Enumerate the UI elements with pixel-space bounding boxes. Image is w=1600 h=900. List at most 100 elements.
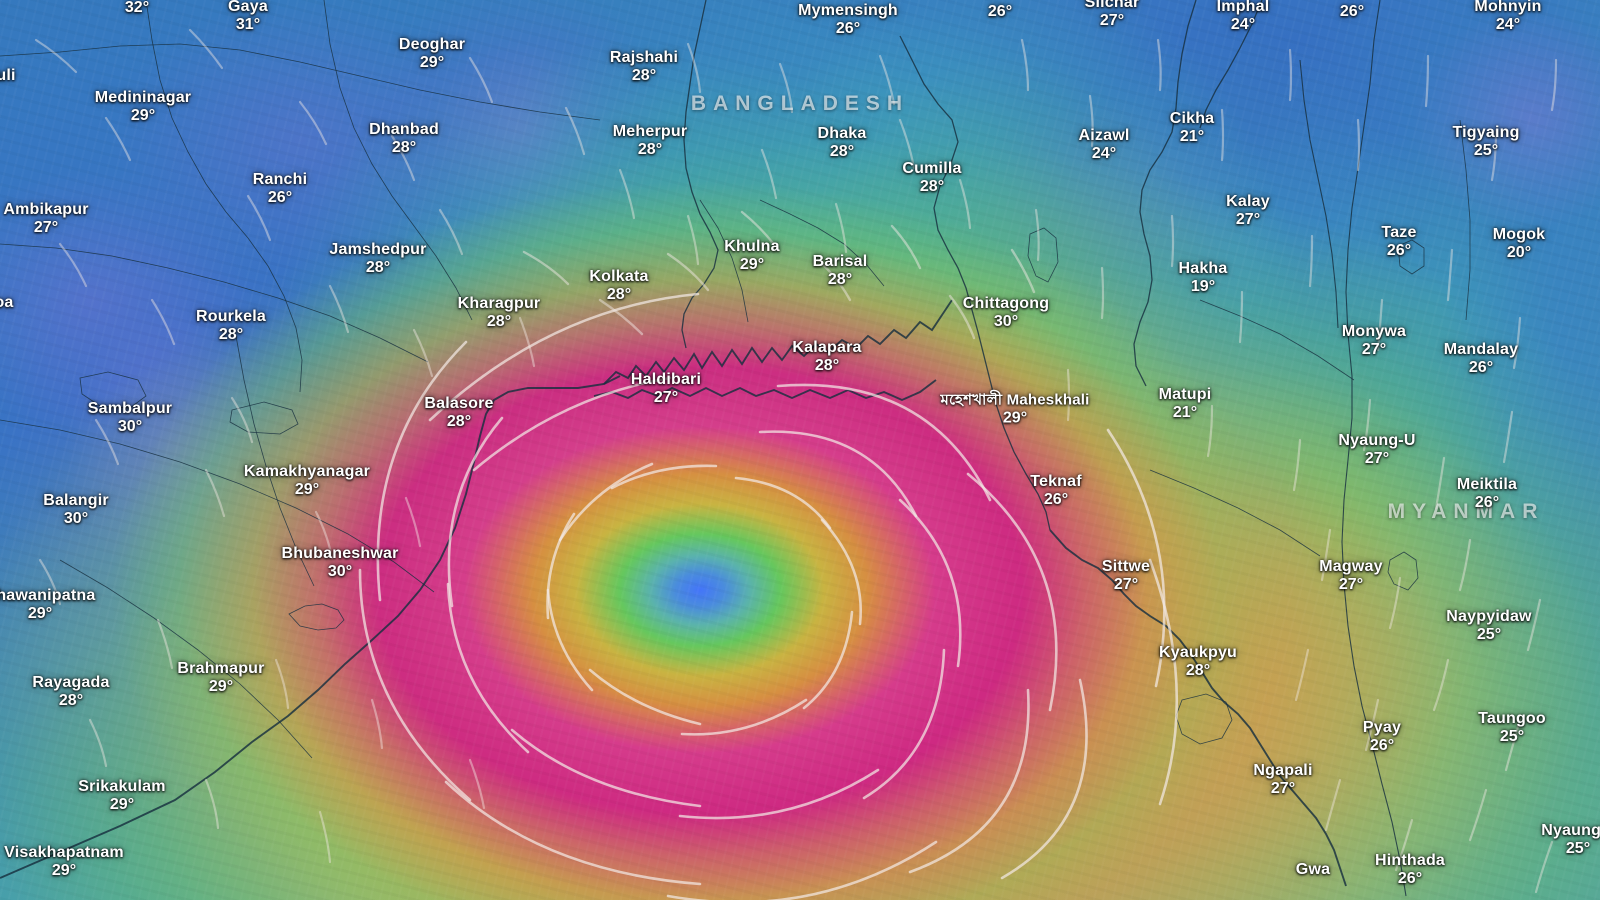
city-temperature: 25° bbox=[1565, 840, 1591, 857]
city-label-magway[interactable]: Magway 27° bbox=[1319, 558, 1382, 594]
city-label-homalin[interactable]: 26° bbox=[1340, 3, 1364, 21]
city-name: Nyaung-U bbox=[1338, 432, 1416, 450]
city-label-pyay[interactable]: Pyay 26° bbox=[1363, 719, 1401, 755]
city-name: Chittagong bbox=[962, 295, 1050, 313]
city-temperature: 29° bbox=[130, 107, 156, 124]
city-label-hinthada[interactable]: Hinthada 26° bbox=[1375, 852, 1445, 888]
city-label-mandalay[interactable]: Mandalay 26° bbox=[1444, 341, 1519, 377]
city-label-rourkela[interactable]: Rourkela 28° bbox=[196, 308, 266, 344]
city-label-rajshahi[interactable]: Rajshahi 28° bbox=[610, 49, 678, 85]
city-label-sylhet[interactable]: 26° bbox=[988, 3, 1012, 21]
city-temperature: 27° bbox=[653, 389, 679, 406]
city-name: Jamshedpur bbox=[329, 241, 427, 259]
city-temperature: 29° bbox=[208, 678, 234, 695]
city-label-goa-clip[interactable]: oa bbox=[0, 294, 14, 312]
city-temperature: 28° bbox=[486, 313, 512, 330]
city-label-hakha[interactable]: Hakha 19° bbox=[1178, 260, 1227, 296]
city-label-kolkata[interactable]: Kolkata 28° bbox=[589, 268, 648, 304]
city-temperature: 26° bbox=[835, 20, 861, 37]
city-temperature: 26° bbox=[987, 3, 1013, 21]
city-label-jamshedpur[interactable]: Jamshedpur 28° bbox=[329, 241, 426, 277]
city-label-mohnyin[interactable]: Mohnyin 24° bbox=[1474, 0, 1541, 34]
city-label-kharagpur[interactable]: Kharagpur 28° bbox=[458, 295, 541, 331]
city-name: Khulna bbox=[724, 238, 780, 256]
city-temperature: 24° bbox=[1495, 16, 1521, 33]
city-label-balasore[interactable]: Balasore 28° bbox=[424, 395, 493, 431]
city-label-bhawanipatna[interactable]: Bhawanipatna29° bbox=[0, 587, 95, 623]
city-label-meherpur[interactable]: Meherpur 28° bbox=[613, 123, 688, 159]
city-label-monywa[interactable]: Monywa 27° bbox=[1342, 323, 1406, 359]
city-label-barisal[interactable]: Barisal 28° bbox=[813, 253, 868, 289]
city-label-balangir[interactable]: Balangir 30° bbox=[43, 492, 109, 528]
city-label-gwa[interactable]: Gwa bbox=[1296, 861, 1330, 879]
city-label-brahmapur[interactable]: Brahmapur 29° bbox=[177, 660, 264, 696]
city-label-cikha[interactable]: Cikha 21° bbox=[1170, 110, 1215, 146]
city-label-kyaukpyu[interactable]: Kyaukpyu 28° bbox=[1159, 644, 1237, 680]
city-label-ngapali[interactable]: Ngapali 27° bbox=[1253, 762, 1312, 798]
city-temperature: 20° bbox=[1506, 244, 1532, 261]
city-temperature: 26° bbox=[1043, 491, 1069, 508]
city-label-medininagar[interactable]: Medininagar 29° bbox=[95, 89, 191, 125]
city-name: Rourkela bbox=[195, 308, 267, 326]
city-label-chittagong[interactable]: Chittagong 30° bbox=[963, 295, 1049, 331]
city-label-mogok[interactable]: Mogok 20° bbox=[1493, 226, 1546, 262]
city-label-32-reading[interactable]: 32° bbox=[125, 0, 149, 17]
city-label-teknaf[interactable]: Teknaf 26° bbox=[1030, 473, 1082, 509]
city-temperature: 29° bbox=[109, 796, 135, 813]
city-label-tuli[interactable]: uli bbox=[0, 67, 16, 85]
city-label-khulna[interactable]: Khulna 29° bbox=[724, 238, 779, 274]
city-label-bhubaneshwar[interactable]: Bhubaneshwar 30° bbox=[281, 545, 398, 581]
city-label-sambalpur[interactable]: Sambalpur 30° bbox=[88, 400, 173, 436]
city-label-matupi[interactable]: Matupi 21° bbox=[1159, 386, 1212, 422]
city-label-kalay[interactable]: Kalay 27° bbox=[1226, 193, 1270, 229]
city-label-kalapara[interactable]: Kalapara 28° bbox=[792, 339, 861, 375]
city-name: Nyaungle bbox=[1541, 822, 1600, 840]
city-temperature: 26° bbox=[267, 189, 293, 206]
city-label-taze[interactable]: Taze 26° bbox=[1381, 224, 1416, 260]
city-name: Haldibari bbox=[630, 371, 702, 389]
city-label-ambikapur[interactable]: Ambikapur 27° bbox=[3, 201, 88, 237]
city-name: Visakhapatnam bbox=[4, 844, 124, 862]
city-temperature: 32° bbox=[124, 0, 150, 17]
city-label-maheskhali[interactable]: মহেশখালী Maheskhali 29° bbox=[940, 392, 1089, 428]
city-name: Balasore bbox=[424, 395, 494, 413]
city-temperature: 28° bbox=[827, 271, 853, 288]
city-label-mymensingh[interactable]: Mymensingh 26° bbox=[798, 2, 898, 38]
city-label-nyaung-u[interactable]: Nyaung-U 27° bbox=[1338, 432, 1415, 468]
city-label-taungoo[interactable]: Taungoo 25° bbox=[1478, 710, 1546, 746]
city-temperature: 29° bbox=[739, 256, 765, 273]
city-temperature: 26° bbox=[1397, 870, 1423, 887]
city-temperature: 28° bbox=[218, 326, 244, 343]
city-label-visakhapatnam[interactable]: Visakhapatnam 29° bbox=[4, 844, 124, 880]
city-label-silchar[interactable]: Silchar 27° bbox=[1085, 0, 1140, 30]
city-name: Ranchi bbox=[252, 171, 308, 189]
city-label-naypyidaw[interactable]: Naypyidaw 25° bbox=[1446, 608, 1531, 644]
city-label-dhanbad[interactable]: Dhanbad 28° bbox=[369, 121, 439, 157]
city-name: Gwa bbox=[1295, 861, 1331, 879]
city-label-nyaunglebin[interactable]: Nyaungle25° bbox=[1541, 822, 1600, 858]
city-temperature: 25° bbox=[1499, 728, 1525, 745]
city-temperature: 28° bbox=[391, 139, 417, 156]
city-name: Hinthada bbox=[1374, 852, 1446, 870]
city-label-kamakhyanagar[interactable]: Kamakhyanagar 29° bbox=[244, 463, 370, 499]
city-label-sittwe[interactable]: Sittwe 27° bbox=[1102, 558, 1150, 594]
city-label-tigyaing[interactable]: Tigyaing 25° bbox=[1452, 124, 1519, 160]
city-temperature: 26° bbox=[1468, 359, 1494, 376]
city-temperature: 29° bbox=[419, 54, 445, 71]
city-temperature: 29° bbox=[294, 481, 320, 498]
city-temperature: 25° bbox=[1476, 626, 1502, 643]
city-temperature: 28° bbox=[637, 141, 663, 158]
city-label-ranchi[interactable]: Ranchi 26° bbox=[253, 171, 308, 207]
city-label-rayagada[interactable]: Rayagada 28° bbox=[32, 674, 109, 710]
city-label-meiktila[interactable]: Meiktila 26° bbox=[1457, 476, 1517, 512]
city-label-haldibari[interactable]: Haldibari 27° bbox=[631, 371, 701, 407]
city-label-dhaka[interactable]: Dhaka 28° bbox=[817, 125, 866, 161]
city-label-imphal[interactable]: Imphal 24° bbox=[1217, 0, 1270, 34]
city-label-srikakulam[interactable]: Srikakulam 29° bbox=[78, 778, 165, 814]
city-temperature: 25° bbox=[1473, 142, 1499, 159]
city-label-aizawl[interactable]: Aizawl 24° bbox=[1079, 127, 1130, 163]
city-label-cumilla[interactable]: Cumilla 28° bbox=[902, 160, 961, 196]
city-label-gaya[interactable]: Gaya 31° bbox=[228, 0, 268, 34]
city-label-deoghar[interactable]: Deoghar 29° bbox=[399, 36, 465, 72]
